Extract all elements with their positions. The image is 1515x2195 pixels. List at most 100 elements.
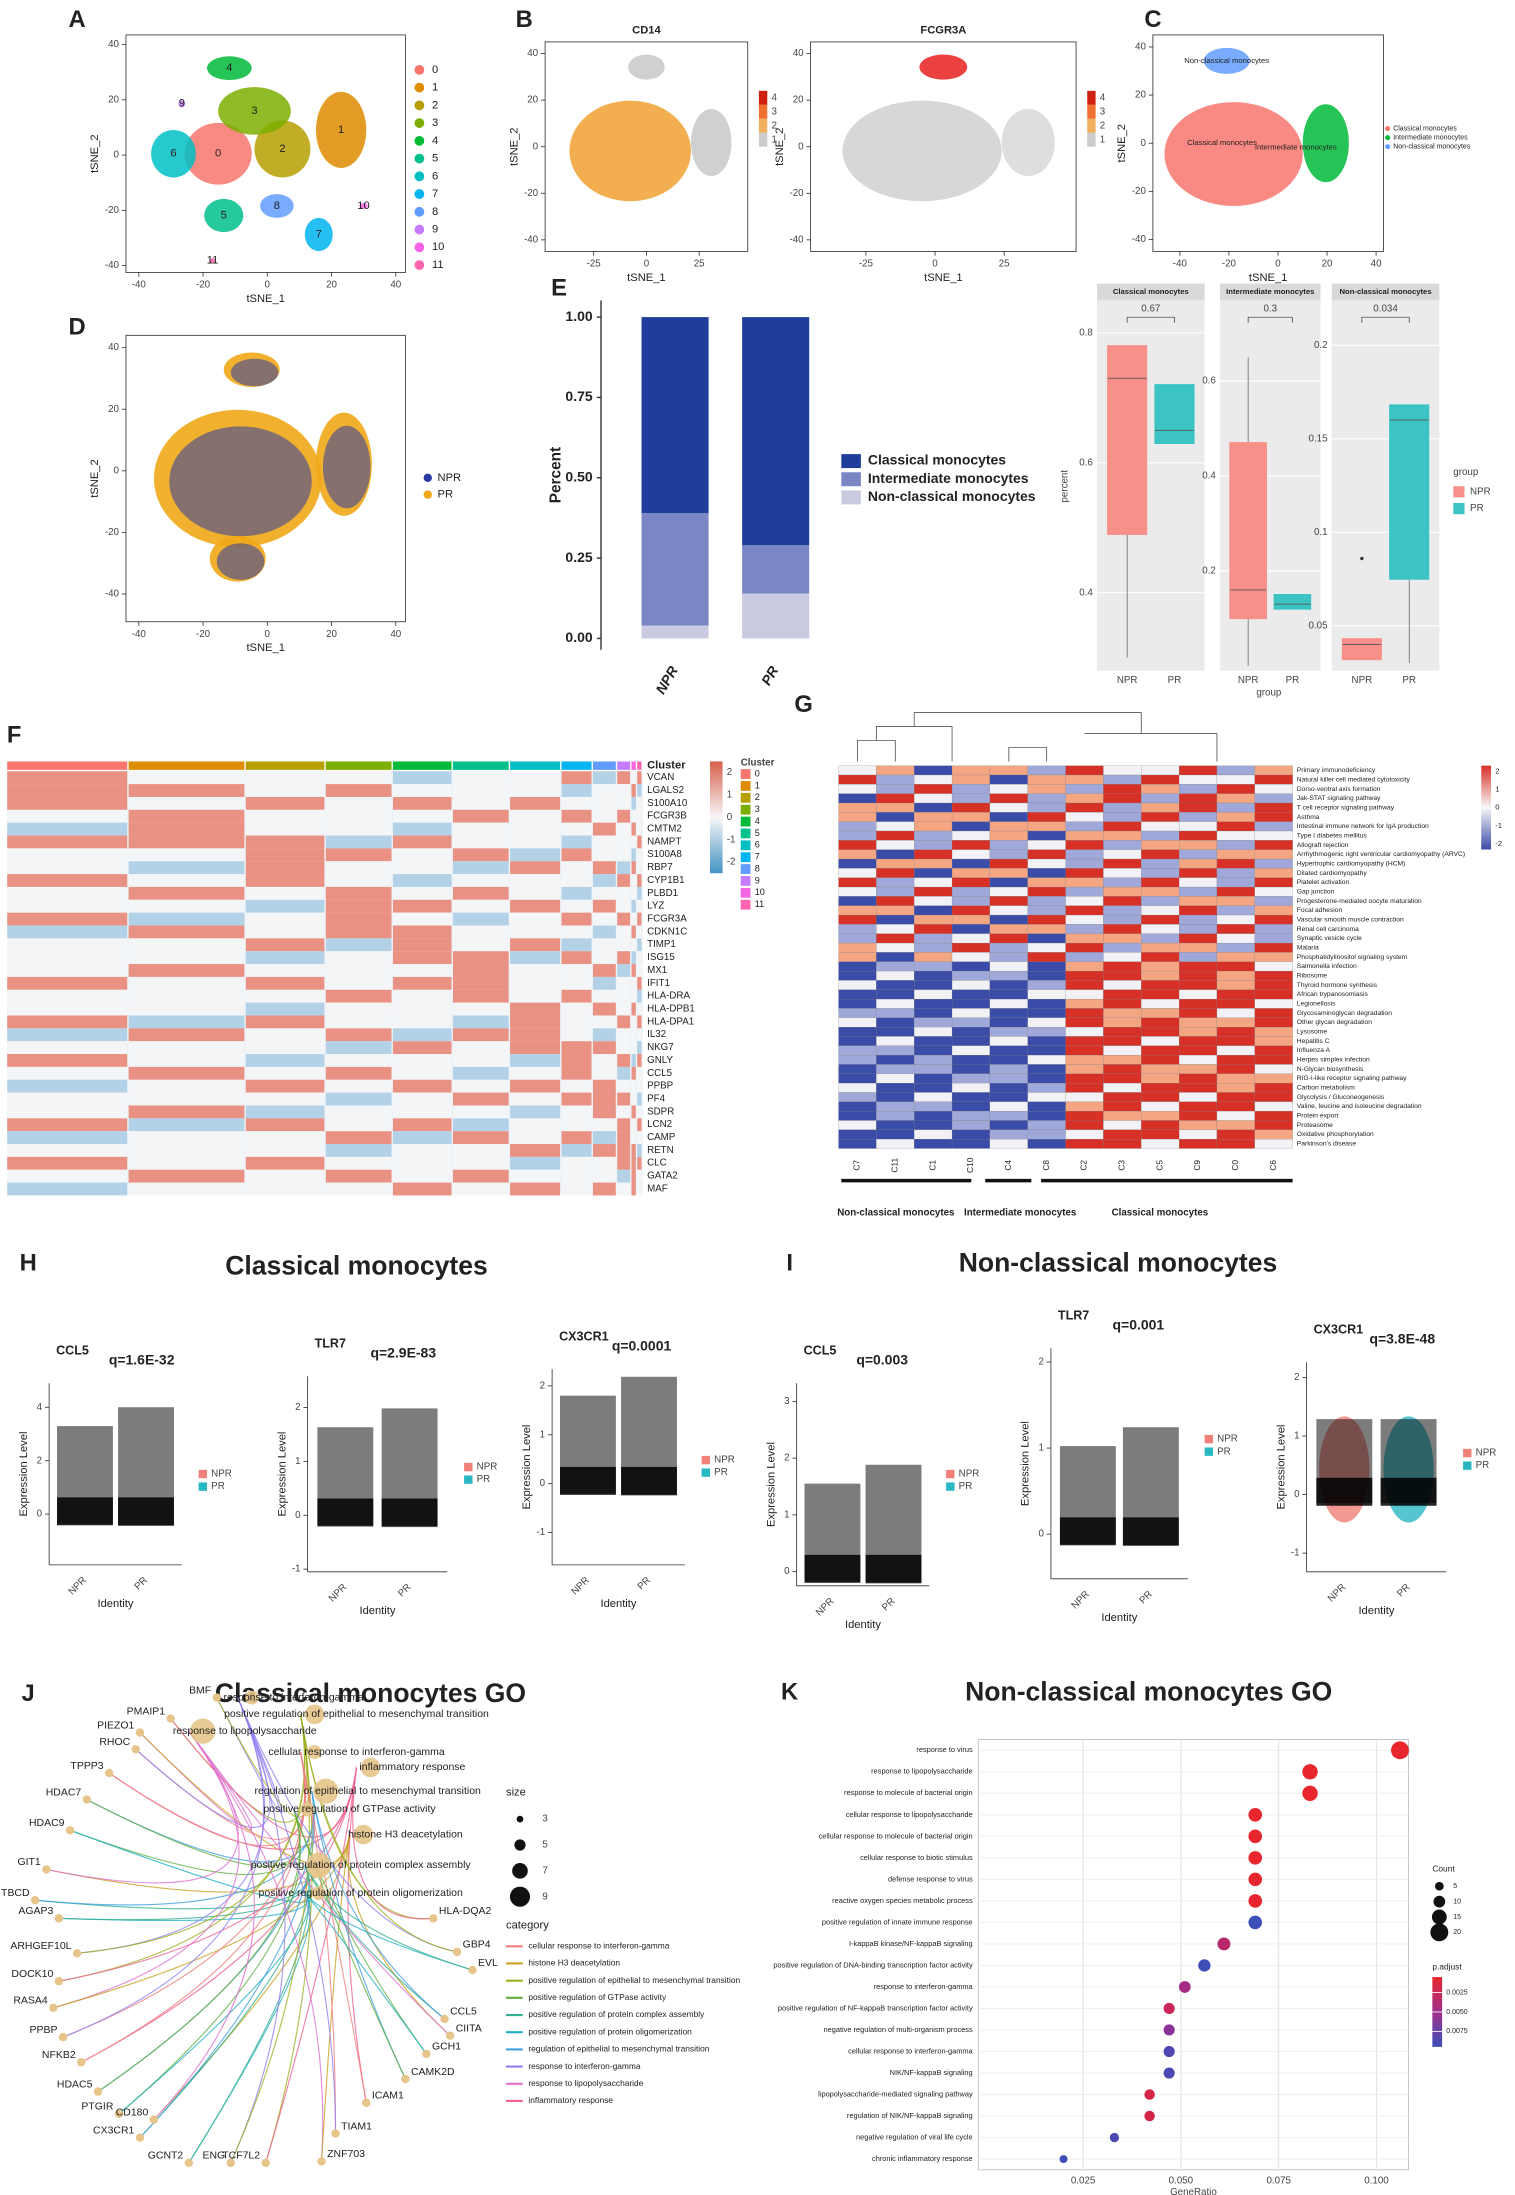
heatmap-band [631, 1182, 636, 1196]
q-value: q=0.0001 [612, 1338, 672, 1354]
scale-label: 3 [771, 106, 776, 117]
heatmap-band [592, 938, 616, 952]
panel-letter: H [20, 1250, 37, 1277]
point-cloud [1380, 1477, 1437, 1506]
heatmap-cell [951, 1045, 991, 1056]
heatmap-cell [914, 1017, 953, 1028]
column-label: C3 [1117, 1160, 1127, 1171]
gene-label: MX1 [647, 965, 667, 976]
x-tick-label: 0 [644, 259, 650, 270]
pathway-label: Synaptic vesicle cycle [1297, 935, 1362, 942]
heatmap-cell [1027, 784, 1066, 794]
pathway-label: Intestinal immune network for IgA produc… [1297, 823, 1429, 830]
heatmap-band [128, 874, 245, 887]
heatmap-cell [1141, 1129, 1180, 1140]
legend-label: 5 [542, 1840, 548, 1851]
heatmap-cell [876, 989, 915, 1000]
heatmap-band [7, 1015, 128, 1029]
heatmap-band [325, 1144, 392, 1157]
heatmap-cell [989, 877, 1028, 888]
gene-node [166, 1714, 175, 1723]
heatmap-cell [1141, 970, 1180, 981]
heatmap-cell [1216, 924, 1255, 934]
pathway-label: N-Glycan biosynthesis [1297, 1066, 1364, 1073]
heatmap-cell [1254, 1120, 1293, 1130]
x-tick-label: PR [1402, 675, 1416, 686]
heatmap-cell [1216, 970, 1255, 981]
gene-node [452, 1947, 462, 1957]
gene-label: GCH1 [432, 2042, 461, 2053]
term-label: response to lipopolysaccharide [173, 1726, 317, 1737]
heatmap-band [631, 886, 636, 900]
heatmap-cell [989, 952, 1028, 962]
heatmap-cell [1027, 886, 1066, 897]
y-tick-label: 20 [1135, 90, 1146, 101]
gene-label: IL32 [647, 1029, 666, 1040]
gene-label: CLC [647, 1158, 667, 1169]
x-axis-label: Identity [1101, 1612, 1137, 1624]
heatmap-cell [1179, 1008, 1218, 1018]
x-axis-label: tSNE_1 [1249, 272, 1287, 284]
heatmap-cell [1103, 924, 1142, 934]
panel-letter: I [786, 1250, 793, 1277]
bar-segment [742, 593, 810, 639]
column-label: C5 [1154, 1160, 1164, 1171]
dot [1248, 1851, 1263, 1865]
heatmap-band [631, 1028, 636, 1042]
heatmap-cell [1065, 942, 1104, 953]
heatmap-band [617, 1156, 631, 1170]
heatmap-band [510, 1066, 561, 1080]
heatmap-cell [876, 1045, 915, 1056]
x-tick-label: 0 [932, 259, 938, 270]
x-axis-label: tSNE_1 [246, 293, 284, 305]
dot [1248, 1829, 1263, 1844]
legend-label: 1 [755, 780, 760, 790]
legend-label: 9 [542, 1891, 547, 1902]
heatmap-cell [1179, 1101, 1218, 1112]
heatmap-cell [1141, 1017, 1180, 1028]
heatmap-cell [1179, 812, 1218, 822]
cell-cloud [322, 425, 371, 509]
gene-node [42, 1865, 51, 1874]
y-tick-label: 0.1 [1314, 527, 1328, 538]
heatmap-cell [876, 877, 915, 888]
heatmap-band [245, 1182, 325, 1196]
heatmap-cell [1254, 998, 1293, 1009]
heatmap-band [452, 796, 509, 810]
heatmap-band [631, 1054, 636, 1067]
heatmap-band [617, 1144, 631, 1157]
heatmap-band [631, 1092, 636, 1106]
heatmap-band [637, 1092, 642, 1106]
heatmap-cell [1065, 961, 1104, 972]
cluster-label: 10 [357, 200, 369, 212]
heatmap-cell [876, 1027, 915, 1037]
point-cloud [1316, 1477, 1373, 1506]
y-axis-label: Expression Level [18, 1432, 30, 1517]
heatmap-cell [1179, 1129, 1218, 1140]
gene-label: HLA-DQA2 [439, 1906, 492, 1917]
legend-label: NPR [211, 1469, 232, 1480]
heatmap-band [617, 874, 631, 887]
heatmap-band [7, 1066, 128, 1080]
heatmap-band [592, 784, 616, 797]
facet-strip [1219, 283, 1321, 301]
heatmap-cell [1216, 896, 1255, 906]
heatmap-band [7, 912, 128, 926]
heatmap-cell [914, 1083, 953, 1093]
cell-cloud [1203, 47, 1250, 74]
bar-segment [641, 625, 709, 639]
heatmap-cell [1254, 1008, 1293, 1018]
heatmap-cell [914, 774, 953, 785]
heatmap-band [128, 886, 245, 900]
heatmap-band [392, 1054, 452, 1067]
heatmap-cell [1103, 840, 1142, 850]
y-tick-label: negative regulation of multi-organism pr… [824, 2025, 973, 2034]
x-tick-label: -40 [1173, 259, 1188, 270]
heatmap-cell [951, 802, 991, 813]
legend-swatch [1463, 1448, 1472, 1458]
heatmap-band [392, 1028, 452, 1042]
heatmap-cell [914, 793, 953, 804]
heatmap-cell [876, 1017, 915, 1028]
heatmap-cell [1216, 1017, 1255, 1028]
heatmap-cell [876, 784, 915, 794]
